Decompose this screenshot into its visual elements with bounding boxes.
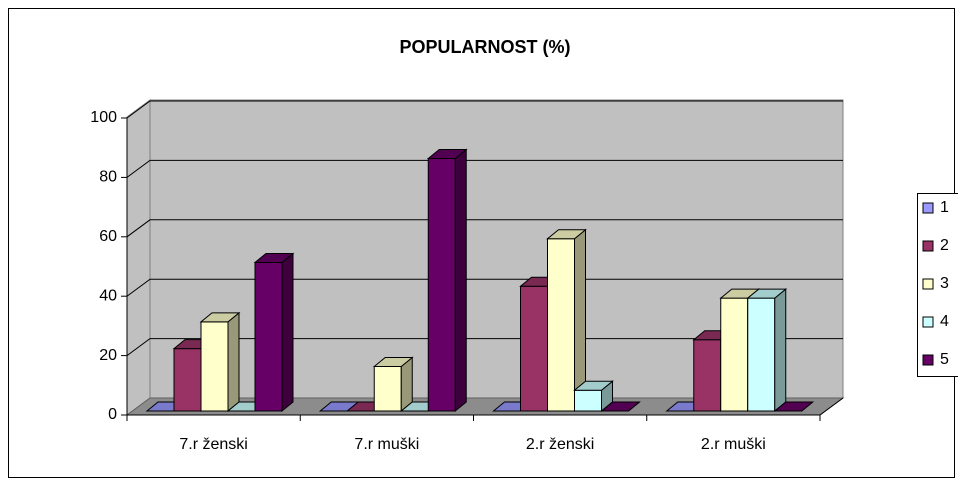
- x-axis-depth: [819, 397, 844, 416]
- bar-front: [693, 339, 722, 412]
- bar: [199, 311, 241, 413]
- legend-label: 4: [940, 313, 949, 330]
- bar: [253, 252, 295, 413]
- bar-front: [427, 158, 456, 412]
- bar-front: [254, 262, 283, 412]
- legend-swatch: [922, 202, 934, 214]
- bar-front: [747, 297, 776, 412]
- legend-label: 5: [940, 351, 949, 368]
- bar-top: [372, 356, 414, 367]
- legend-swatch: [922, 278, 934, 290]
- grid-line: [126, 100, 843, 119]
- y-tick-label: 100: [90, 109, 117, 126]
- y-tick-label: 40: [99, 287, 117, 304]
- bar-side: [281, 252, 294, 413]
- bar: [318, 401, 360, 412]
- bar-side: [774, 288, 787, 413]
- bar-top: [600, 401, 641, 412]
- y-tick-label: 80: [99, 169, 117, 186]
- bar-side: [454, 148, 467, 413]
- bar: [746, 288, 788, 413]
- bar-top: [253, 253, 295, 263]
- grid-line: [126, 219, 843, 238]
- bar-front: [520, 285, 548, 412]
- grid-line: [126, 278, 843, 297]
- legend-label: 3: [940, 275, 949, 292]
- legend-label: 1: [940, 199, 949, 216]
- bar: [426, 148, 468, 413]
- legend-swatch: [922, 316, 934, 328]
- legend-swatch: [922, 354, 934, 366]
- chart-title: POPULARNOST (%): [400, 37, 571, 57]
- y-tick-label: 20: [99, 347, 117, 364]
- bar-top: [573, 380, 614, 391]
- bar: [600, 401, 641, 412]
- side-wall: [126, 99, 151, 416]
- bar: [546, 228, 587, 413]
- bar-top: [773, 401, 815, 412]
- grid-line: [126, 159, 843, 178]
- x-tick-label: 2.r muški: [701, 436, 766, 453]
- bar-front: [373, 365, 402, 412]
- bar-front: [720, 297, 749, 412]
- bar-top: [546, 229, 587, 240]
- bar-top: [426, 149, 468, 160]
- y-tick-label: 60: [99, 228, 117, 245]
- bar: [773, 401, 815, 412]
- bar-front: [173, 348, 202, 412]
- y-tick-label: 0: [108, 406, 117, 423]
- x-tick-label: 2.r ženski: [526, 436, 594, 453]
- bar-front: [547, 238, 575, 412]
- legend-swatch: [922, 240, 934, 252]
- bar-top: [746, 288, 788, 299]
- x-tick-label: 7.r muški: [354, 436, 419, 453]
- bar: [372, 356, 414, 413]
- bar-top: [199, 312, 241, 323]
- bar-front: [200, 321, 229, 412]
- bar-front: [574, 389, 602, 412]
- x-tick-label: 7.r ženski: [179, 436, 247, 453]
- bar-side: [227, 311, 240, 413]
- grid-line: [126, 338, 843, 357]
- legend-label: 2: [940, 237, 949, 254]
